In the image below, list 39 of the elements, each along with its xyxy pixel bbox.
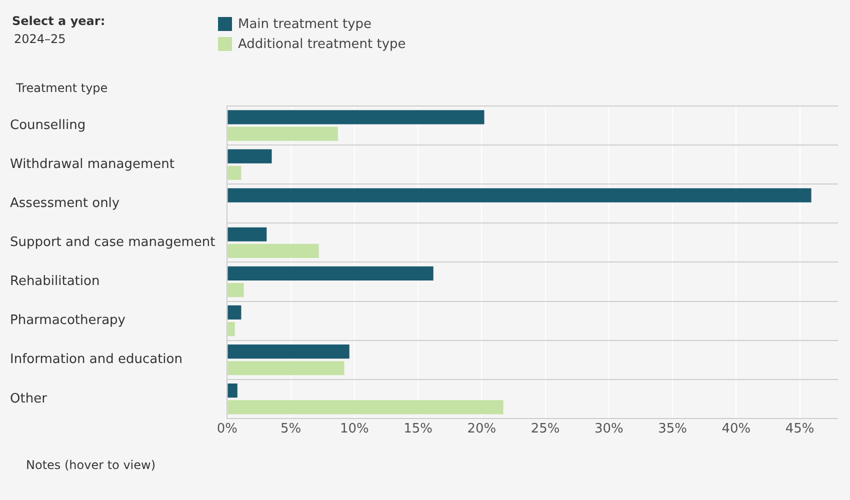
bar (228, 384, 238, 398)
y-tick-label: Information and education (10, 352, 182, 368)
bar (228, 244, 319, 258)
bar (228, 344, 350, 359)
bar (228, 149, 272, 164)
x-tick-label: 15% (404, 422, 433, 437)
x-tick-label: 45% (785, 422, 814, 437)
bar (228, 227, 267, 242)
bar (228, 126, 338, 141)
x-tick-label: 5% (280, 422, 302, 437)
x-tick-label: 10% (340, 422, 369, 437)
bar (228, 322, 235, 336)
y-tick-label: Assessment only (10, 196, 120, 211)
bar (228, 188, 812, 202)
legend-label: Additional treatment type (238, 36, 406, 52)
y-tick-label: Withdrawal management (10, 156, 175, 172)
bar (228, 166, 242, 180)
legend-label: Main treatment type (238, 16, 372, 32)
text: Select a year: (12, 14, 106, 28)
bar (228, 266, 434, 280)
y-axis-title: Treatment type (16, 81, 108, 95)
y-tick-label: Pharmacotherapy (10, 313, 126, 328)
y-tick-label: Rehabilitation (10, 274, 100, 290)
y-tick-label: Support and case management (10, 235, 216, 250)
bar (228, 305, 242, 320)
x-tick-label: 35% (658, 422, 688, 437)
bar (228, 361, 344, 376)
y-tick-label: Counselling (10, 118, 86, 133)
x-tick-label: 0% (216, 422, 238, 437)
y-tick-label: Other (10, 391, 48, 406)
x-tick-label: 40% (722, 422, 751, 437)
text: Notes (hover to view) (26, 458, 156, 472)
x-tick-label: 25% (530, 422, 560, 437)
bar (228, 110, 484, 124)
x-tick-label: 30% (594, 422, 624, 437)
bar (228, 282, 244, 298)
x-tick-label: 20% (467, 422, 496, 437)
text: 2024–25 (14, 32, 66, 46)
bar (228, 400, 504, 414)
